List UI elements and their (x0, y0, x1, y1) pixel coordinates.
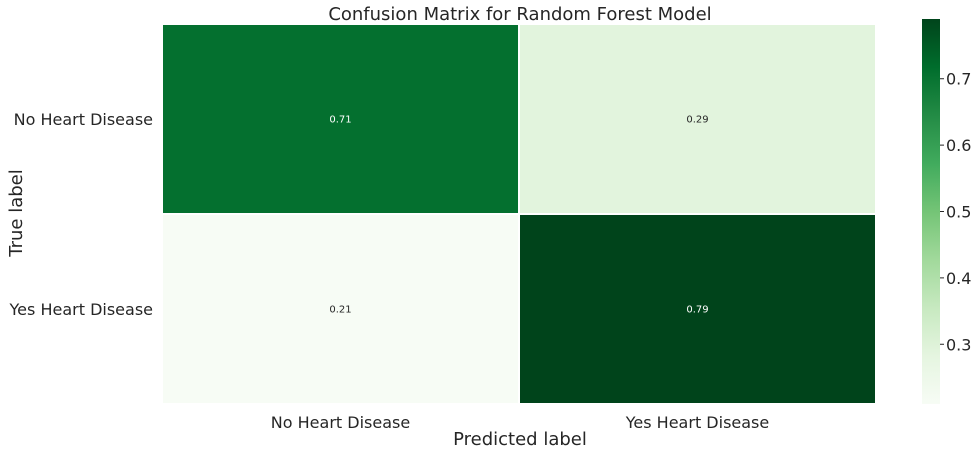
cell-value-label: 0.21 (329, 305, 351, 316)
y-axis-label: True label (6, 169, 27, 258)
heatmap-cell (518, 23, 877, 215)
heatmap-cell (161, 213, 520, 405)
colorbar-ticks: 0.3 0.4 0.5 0.6 0.7 (940, 70, 971, 354)
heatmap-cells (161, 23, 877, 405)
cell-value-label: 0.29 (686, 115, 708, 126)
colorbar-tick-label: 0.3 (946, 335, 971, 354)
y-tick-label: No Heart Disease (14, 110, 153, 129)
x-axis-ticks: No Heart Disease Yes Heart Disease (271, 413, 769, 432)
y-tick-label: Yes Heart Disease (9, 300, 153, 319)
heatmap-cell-labels: 0.71 0.29 0.21 0.79 (329, 115, 708, 316)
colorbar-tick-label: 0.5 (946, 203, 971, 222)
x-axis-label: Predicted label (453, 429, 587, 450)
cell-value-label: 0.71 (329, 115, 351, 126)
cell-value-label: 0.79 (686, 305, 708, 316)
x-tick-label: Yes Heart Disease (625, 413, 769, 432)
chart-title: Confusion Matrix for Random Forest Model (328, 4, 711, 25)
colorbar-tick-label: 0.7 (946, 70, 971, 89)
colorbar-tick-label: 0.4 (946, 269, 971, 288)
heatmap-cell (518, 213, 877, 405)
colorbar-tick-label: 0.6 (946, 136, 971, 155)
y-axis-ticks: No Heart Disease Yes Heart Disease (9, 110, 153, 319)
x-tick-label: No Heart Disease (271, 413, 410, 432)
heatmap-cell (161, 23, 520, 215)
colorbar (922, 19, 940, 404)
